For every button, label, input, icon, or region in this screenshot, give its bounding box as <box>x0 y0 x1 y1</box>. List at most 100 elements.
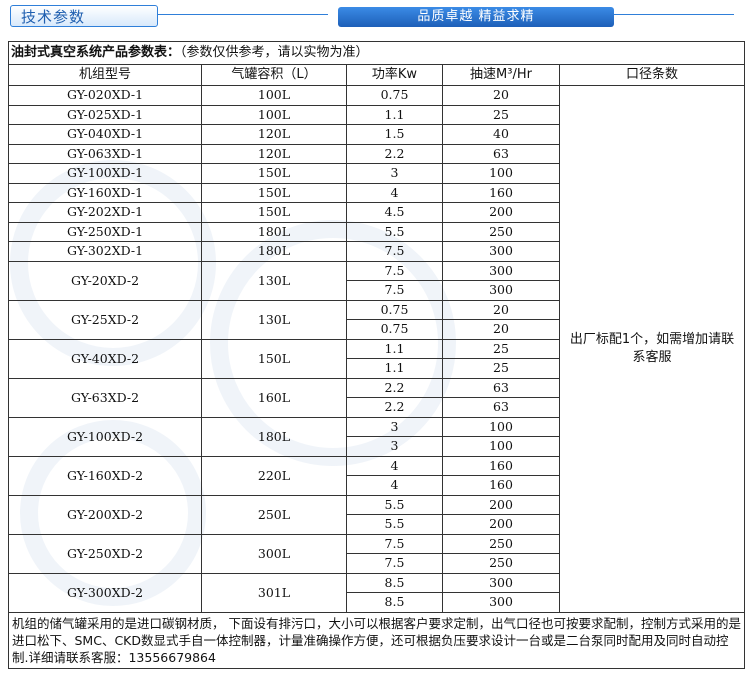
speed-cell: 200 <box>442 494 560 515</box>
power-cell: 2.2 <box>346 397 443 418</box>
model-cell: GY-160XD-1 <box>8 182 202 203</box>
tank-cell: 250L <box>201 494 347 535</box>
section-tag: 技术参数 <box>10 5 158 27</box>
power-cell: 2.2 <box>346 377 443 398</box>
tank-cell: 150L <box>201 338 347 379</box>
footer-row: 机组的储气罐采用的是进口碳钢材质， 下面设有排污口，大小可以根据客户要求定制，出… <box>7 611 746 669</box>
power-cell: 2.2 <box>346 143 443 164</box>
table-row: GY-040XD-1 120L 1.5 40 <box>8 124 745 145</box>
speed-cell: 200 <box>442 202 560 223</box>
power-cell: 3 <box>346 436 443 457</box>
tank-cell: 150L <box>201 163 347 184</box>
power-cell: 0.75 <box>346 299 443 320</box>
tank-cell: 150L <box>201 182 347 203</box>
table-row: GY-020XD-1 100L 0.75 20 出厂标配1个，如需增加请联系客服 <box>8 85 746 613</box>
power-cell: 7.5 <box>346 533 443 554</box>
tank-cell: 180L <box>201 221 347 242</box>
power-cell: 5.5 <box>346 494 443 515</box>
tank-cell: 100L <box>201 85 347 106</box>
table-header-row: 机组型号 气罐容积（L） 功率Kw 抽速M³/Hr 口径条数 <box>8 64 746 86</box>
model-cell: GY-300XD-2 <box>8 572 202 613</box>
parameter-table-wrap: 油封式真空系统产品参数表：（参数仅供参考，请以实物为准） 机组型号 气罐容积（L… <box>7 41 746 669</box>
power-cell: 8.5 <box>346 592 443 613</box>
model-cell: GY-160XD-2 <box>8 455 202 496</box>
model-cell: GY-25XD-2 <box>8 299 202 340</box>
speed-cell: 100 <box>442 436 560 457</box>
power-cell: 3 <box>346 416 443 437</box>
table-row: GY-20XD-2 130L 7.5 300 <box>8 260 745 301</box>
model-cell: GY-040XD-1 <box>8 124 202 145</box>
power-cell: 1.1 <box>346 338 443 359</box>
slogan-tag: 品质卓越 精益求精 <box>338 7 614 27</box>
power-cell: 4 <box>346 475 443 496</box>
power-cell: 7.5 <box>346 241 443 262</box>
parameter-table: 油封式真空系统产品参数表：（参数仅供参考，请以实物为准） 机组型号 气罐容积（L… <box>7 41 746 669</box>
speed-cell: 250 <box>442 553 560 574</box>
speed-cell: 300 <box>442 280 560 301</box>
speed-cell: 250 <box>442 533 560 554</box>
model-cell: GY-250XD-1 <box>8 221 202 242</box>
speed-cell: 160 <box>442 455 560 476</box>
model-cell: GY-250XD-2 <box>8 533 202 574</box>
power-cell: 4.5 <box>346 202 443 223</box>
speed-cell: 100 <box>442 416 560 437</box>
model-cell: GY-40XD-2 <box>8 338 202 379</box>
speed-cell: 250 <box>442 221 560 242</box>
table-row: 8.5 300 <box>9 592 745 613</box>
speed-cell: 25 <box>442 338 560 359</box>
tank-cell: 180L <box>201 416 347 457</box>
power-cell: 7.5 <box>346 260 443 281</box>
tank-cell: 130L <box>201 260 347 301</box>
speed-cell: 25 <box>442 104 560 125</box>
speed-cell: 160 <box>442 475 560 496</box>
speed-cell: 63 <box>442 143 560 164</box>
power-cell: 1.1 <box>346 104 443 125</box>
speed-cell: 25 <box>442 358 560 379</box>
model-cell: GY-20XD-2 <box>8 260 202 301</box>
table-row: GY-302XD-1 180L 7.5 300 <box>8 241 745 262</box>
speed-cell: 300 <box>442 241 560 262</box>
table-row: GY-202XD-1 150L 4.5 200 <box>8 202 745 223</box>
tank-cell: 100L <box>201 104 347 125</box>
power-cell: 5.5 <box>346 514 443 535</box>
speed-cell: 40 <box>442 124 560 145</box>
table-row: GY-160XD-1 150L 4 160 <box>8 182 745 203</box>
speed-cell: 63 <box>442 377 560 398</box>
power-cell: 0.75 <box>346 319 443 340</box>
speed-cell: 160 <box>442 182 560 203</box>
table-row: GY-200XD-2 250L 5.5 200 <box>8 494 745 535</box>
speed-cell: 300 <box>442 592 560 613</box>
table-row: 7.5 300 <box>9 280 745 301</box>
tank-cell: 150L <box>201 202 347 223</box>
column-header: 口径条数 <box>558 64 746 86</box>
table-row: GY-300XD-2 301L 8.5 300 <box>8 572 745 613</box>
speed-cell: 300 <box>442 572 560 593</box>
speed-cell: 20 <box>442 299 560 320</box>
tank-cell: 301L <box>201 572 347 613</box>
table-row: GY-250XD-1 180L 5.5 250 <box>8 221 745 242</box>
speed-cell: 200 <box>442 514 560 535</box>
speed-cell: 100 <box>442 163 560 184</box>
ports-cell: 出厂标配1个，如需增加请联系客服 <box>558 85 746 613</box>
divider-line <box>614 14 734 15</box>
table-row: 0.75 20 <box>9 319 745 340</box>
model-cell: GY-200XD-2 <box>8 494 202 535</box>
speed-cell: 20 <box>442 319 560 340</box>
table-row: GY-63XD-2 160L 2.2 63 <box>8 377 745 418</box>
tank-cell: 130L <box>201 299 347 340</box>
power-cell: 8.5 <box>346 572 443 593</box>
power-cell: 7.5 <box>346 553 443 574</box>
model-cell: GY-025XD-1 <box>8 104 202 125</box>
speed-cell: 300 <box>442 260 560 281</box>
table-row: GY-025XD-1 100L 1.1 25 <box>8 104 745 125</box>
model-cell: GY-302XD-1 <box>8 241 202 262</box>
model-cell: GY-100XD-2 <box>8 416 202 457</box>
model-cell: GY-63XD-2 <box>8 377 202 418</box>
tank-cell: 180L <box>201 241 347 262</box>
power-cell: 5.5 <box>346 221 443 242</box>
model-cell: GY-100XD-1 <box>8 163 202 184</box>
table-caption: 油封式真空系统产品参数表：（参数仅供参考，请以实物为准） <box>7 41 746 65</box>
table-row: GY-40XD-2 150L 1.1 25 <box>8 338 745 379</box>
tank-cell: 220L <box>201 455 347 496</box>
top-banner: 技术参数 品质卓越 精益求精 <box>0 0 750 34</box>
